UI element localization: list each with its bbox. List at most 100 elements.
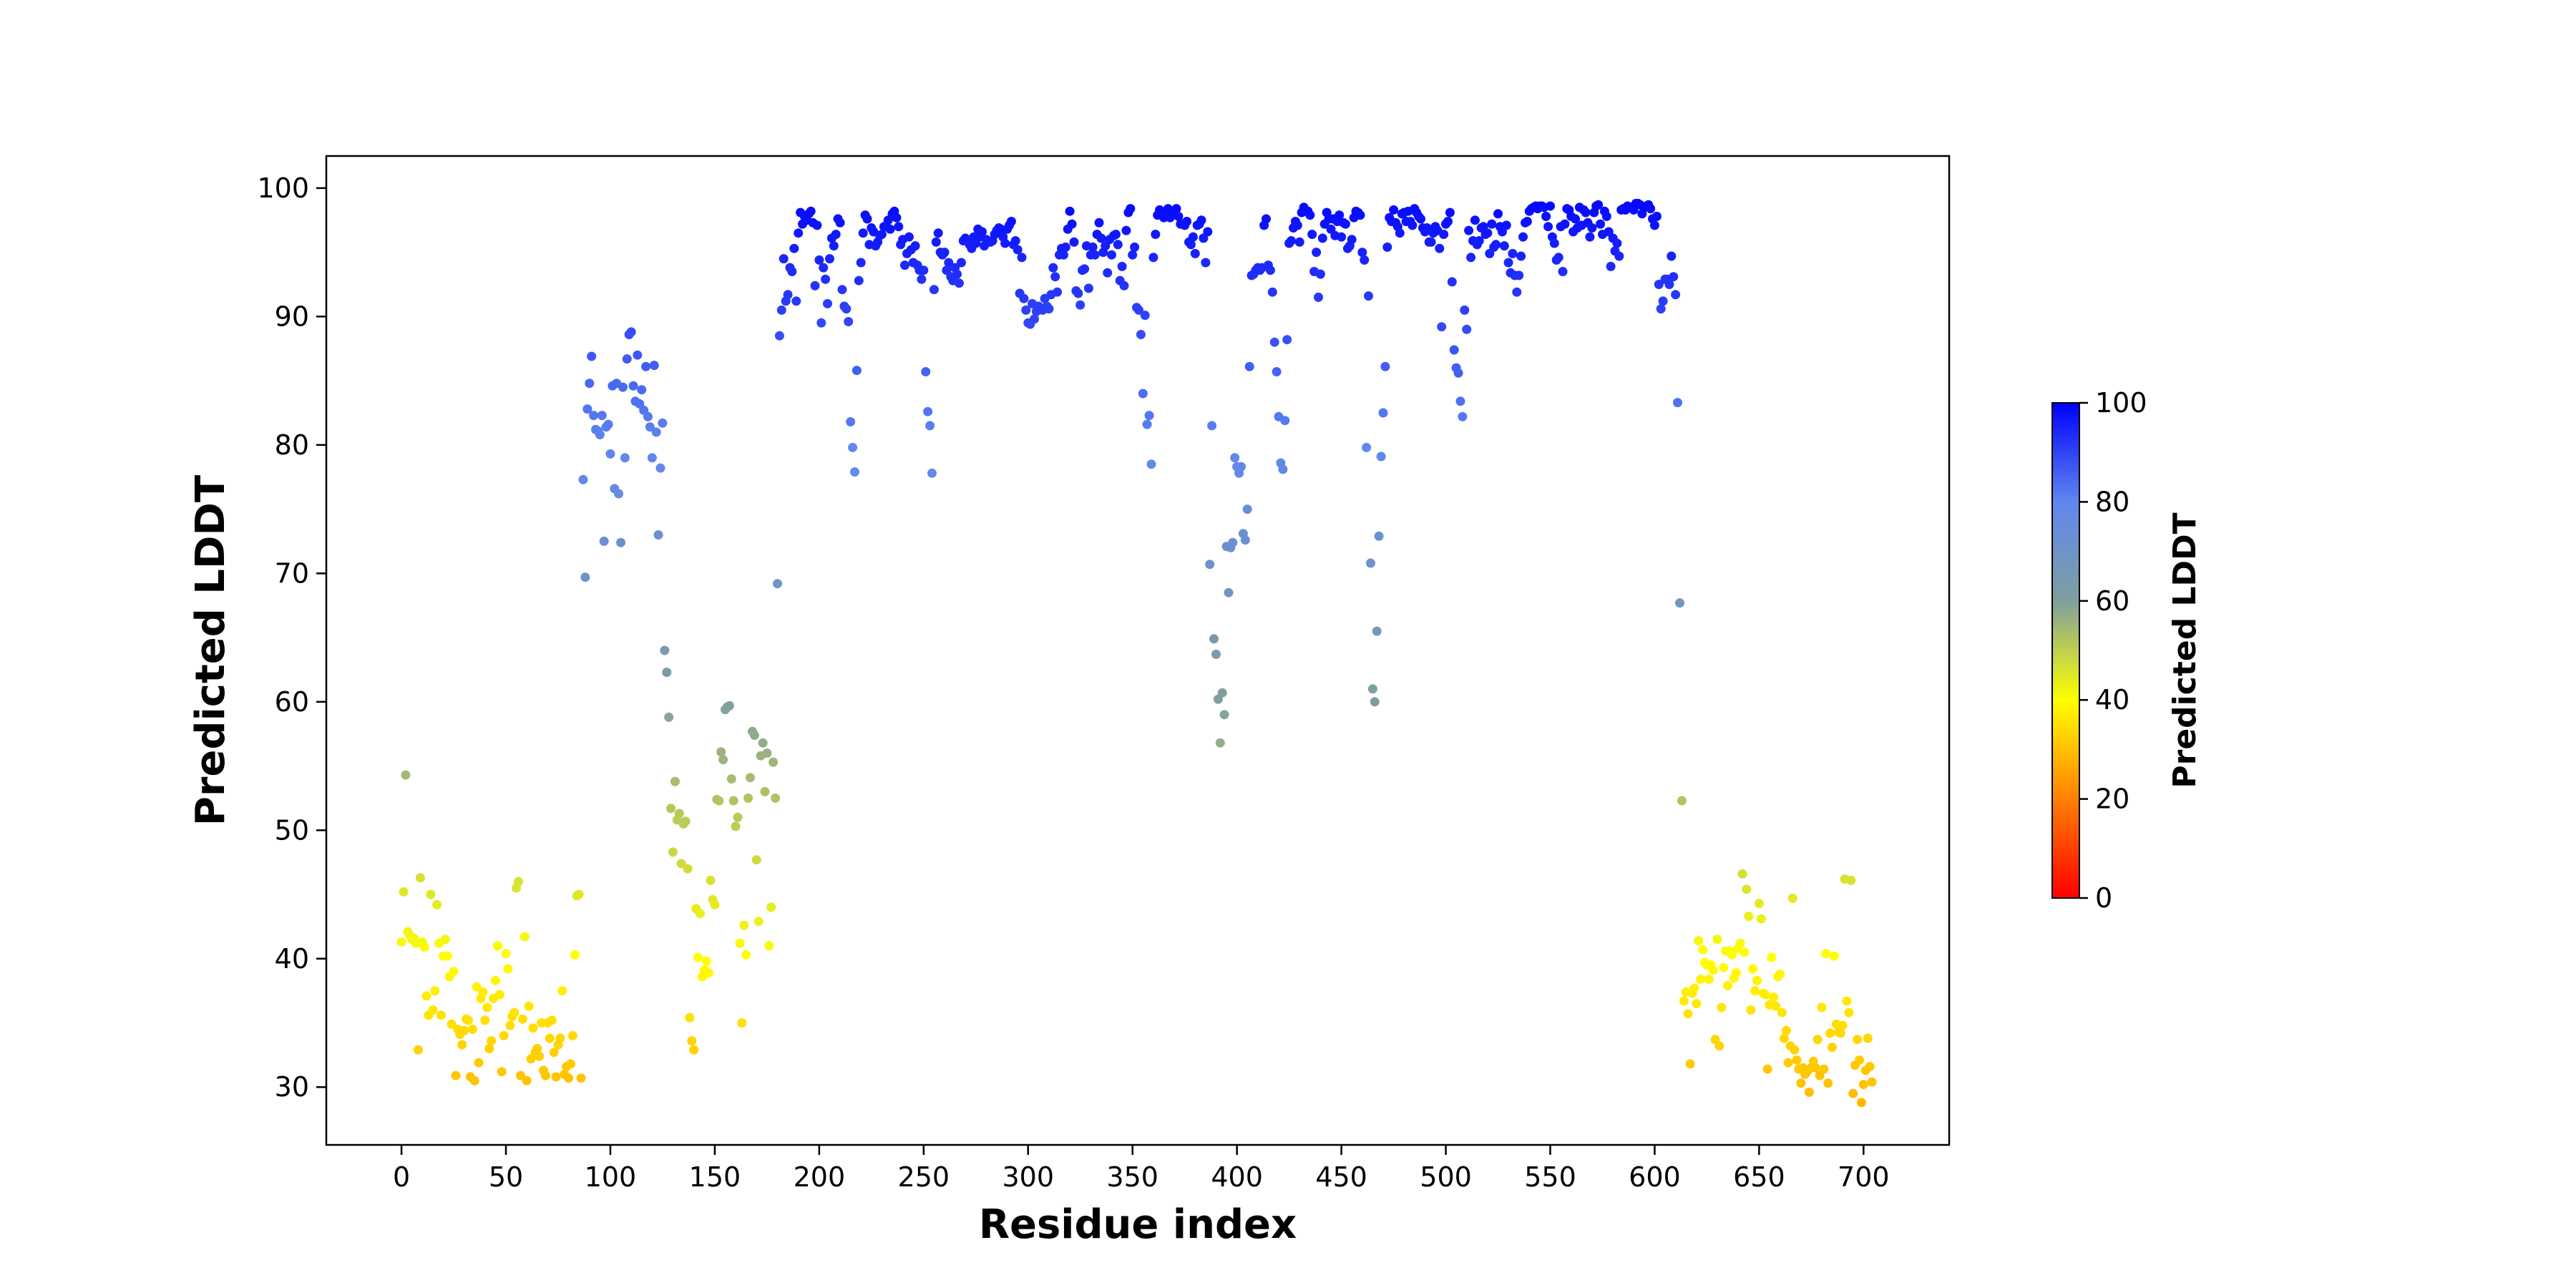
data-point — [1787, 893, 1797, 903]
data-point — [944, 258, 954, 268]
data-point — [574, 889, 584, 899]
data-point — [1083, 283, 1093, 293]
data-point — [664, 712, 674, 722]
data-point — [1347, 235, 1357, 245]
data-point — [1407, 220, 1418, 230]
data-point — [1865, 1062, 1875, 1071]
data-point — [931, 237, 941, 247]
data-point — [1796, 1078, 1806, 1088]
data-point — [1752, 975, 1762, 985]
data-point — [1664, 280, 1674, 289]
data-point — [810, 280, 820, 291]
data-point — [1044, 304, 1054, 314]
data-point — [459, 1025, 469, 1035]
data-point — [1443, 217, 1453, 226]
data-point — [1380, 361, 1390, 371]
data-point — [1190, 248, 1200, 258]
data-point — [653, 530, 663, 540]
data-point — [580, 572, 590, 582]
data-point — [758, 738, 768, 748]
y-tick-label: 70 — [275, 557, 309, 589]
data-point — [1013, 245, 1023, 255]
data-point — [693, 952, 703, 962]
data-point — [1367, 684, 1377, 694]
x-tick-label: 400 — [1211, 1161, 1263, 1193]
data-point — [643, 411, 653, 421]
data-point — [1855, 1055, 1864, 1065]
data-point — [1435, 243, 1445, 253]
data-point — [487, 1036, 497, 1046]
data-point — [762, 748, 772, 758]
x-tick-label: 250 — [898, 1161, 950, 1193]
data-point — [1514, 270, 1524, 280]
data-point — [819, 263, 829, 273]
data-point — [618, 382, 628, 392]
data-point — [900, 260, 909, 270]
data-point — [1217, 688, 1227, 698]
y-tick-label: 50 — [275, 814, 309, 846]
data-point — [952, 269, 962, 279]
data-point — [1483, 228, 1493, 238]
data-point — [1740, 947, 1750, 957]
data-point — [733, 812, 743, 822]
data-point — [605, 449, 615, 459]
data-point — [814, 255, 824, 265]
data-point — [587, 351, 597, 361]
data-point — [1075, 300, 1085, 310]
data-point — [718, 755, 728, 765]
data-point — [1516, 251, 1526, 261]
data-point — [1335, 210, 1345, 220]
data-point — [1717, 1002, 1727, 1013]
data-point — [1203, 227, 1213, 237]
data-point — [1107, 250, 1116, 260]
data-point — [829, 241, 839, 251]
data-point — [1267, 287, 1277, 297]
data-point — [415, 873, 425, 883]
data-point — [1058, 250, 1068, 260]
data-point — [925, 421, 935, 431]
data-point — [1224, 587, 1234, 597]
data-point — [923, 406, 933, 416]
colorbar-gradient — [2051, 402, 2080, 899]
data-point — [426, 889, 436, 899]
data-point — [1858, 1080, 1868, 1090]
data-point — [731, 821, 741, 831]
data-point — [806, 206, 816, 216]
data-point — [1090, 250, 1100, 260]
data-point — [597, 411, 607, 421]
data-point — [753, 917, 763, 927]
data-point — [726, 774, 736, 784]
data-point — [1694, 936, 1704, 946]
data-point — [783, 290, 793, 300]
data-point — [1265, 265, 1275, 275]
data-point — [401, 770, 411, 780]
data-point — [532, 1043, 542, 1053]
data-point — [564, 1073, 574, 1083]
data-point — [478, 987, 488, 997]
data-point — [1781, 1025, 1791, 1035]
data-point — [1453, 368, 1463, 378]
data-point — [436, 1010, 446, 1020]
data-point — [1671, 290, 1681, 300]
data-point — [1760, 990, 1770, 1000]
data-point — [1742, 884, 1752, 894]
data-point — [1842, 996, 1852, 1006]
data-point — [1362, 442, 1372, 452]
data-point — [1416, 214, 1425, 224]
data-point — [1096, 233, 1106, 243]
data-point — [1522, 217, 1532, 226]
data-point — [1146, 459, 1156, 469]
data-point — [589, 411, 599, 421]
data-point — [1136, 330, 1146, 339]
data-point — [501, 949, 511, 959]
x-tick-label: 650 — [1733, 1161, 1785, 1193]
data-point — [1771, 1001, 1781, 1011]
data-point — [517, 1014, 527, 1024]
data-point — [1130, 242, 1140, 252]
data-point — [1714, 1041, 1724, 1051]
data-point — [1006, 217, 1016, 226]
data-point — [1462, 324, 1472, 334]
data-point — [467, 1025, 477, 1034]
data-point — [1378, 408, 1388, 418]
data-point — [1474, 236, 1484, 245]
